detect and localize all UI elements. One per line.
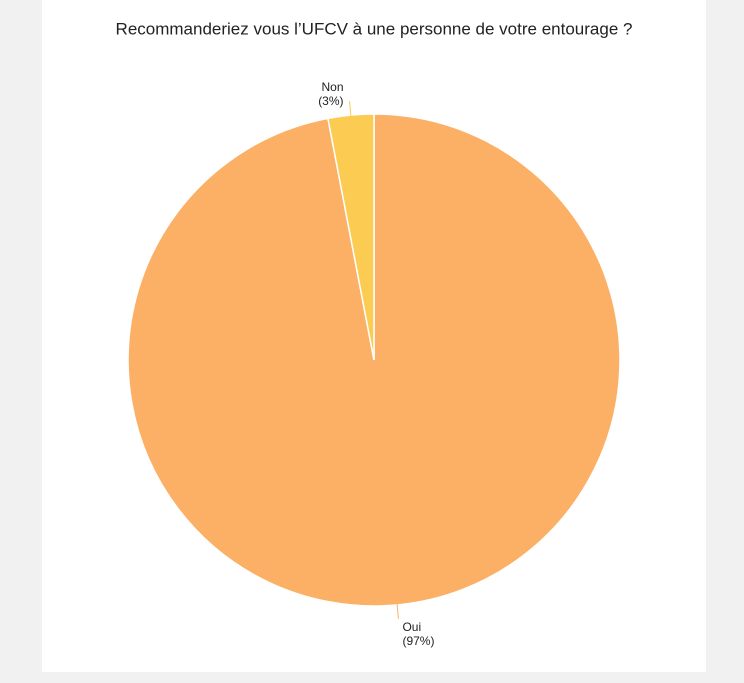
slice-value-label: (97%) <box>402 634 434 648</box>
leader-line <box>349 101 352 117</box>
slice-label: Oui <box>402 620 421 634</box>
slice-label: Non <box>322 80 344 94</box>
slice-value-label: (3%) <box>318 94 343 108</box>
leader-line <box>396 603 399 619</box>
chart-title: Recommanderiez vous l’UFCV à une personn… <box>116 19 633 38</box>
